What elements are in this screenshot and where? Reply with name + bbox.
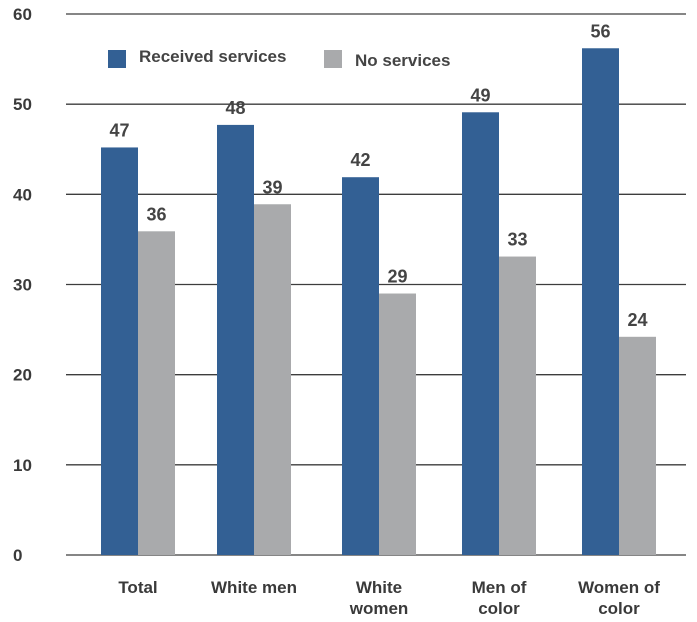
data-label: 42 [350, 150, 370, 170]
data-label: 29 [387, 267, 407, 287]
bar-received-services [217, 124, 254, 555]
bar-no-services [138, 231, 175, 555]
y-tick-label: 50 [13, 95, 32, 114]
x-category-label: Men of [472, 578, 527, 597]
x-category-label: color [478, 599, 520, 618]
data-labels: 47 48 42 49 56 36 39 29 33 24 [109, 21, 647, 330]
bars [101, 48, 656, 556]
bar-received-services [342, 177, 379, 555]
legend-swatch-no-services [324, 50, 342, 68]
data-label: 24 [627, 310, 647, 330]
bar-received-services [101, 147, 138, 556]
data-label: 33 [507, 230, 527, 250]
x-axis-labels: Total White men White women Men of color Women… [118, 578, 660, 618]
y-tick-label: 20 [13, 366, 32, 385]
y-axis-ticks: 0 10 20 30 40 50 60 [13, 5, 32, 565]
x-category-label: women [349, 599, 409, 618]
y-tick-label: 0 [13, 546, 22, 565]
data-label: 36 [146, 204, 166, 224]
bar-no-services [499, 256, 536, 555]
bar-no-services [254, 204, 291, 556]
x-category-label: White [356, 578, 402, 597]
x-category-label: color [598, 599, 640, 618]
data-label: 39 [262, 177, 282, 197]
y-tick-label: 40 [13, 185, 32, 204]
x-category-label: Total [118, 578, 157, 597]
legend-swatch-received-services [108, 50, 126, 68]
data-label: 47 [109, 120, 129, 140]
bar-received-services [462, 112, 499, 555]
x-category-label: Women of [578, 578, 660, 597]
y-tick-label: 10 [13, 456, 32, 475]
bar-no-services [619, 336, 656, 555]
x-category-label: White men [211, 578, 297, 597]
legend-label-no-services: No services [355, 51, 450, 70]
bar-received-services [582, 48, 619, 555]
y-tick-label: 30 [13, 276, 32, 295]
bar-no-services [379, 293, 416, 555]
legend: Received services No services [108, 47, 450, 70]
data-label: 56 [590, 21, 610, 41]
data-label: 49 [470, 85, 490, 105]
data-label: 48 [225, 98, 245, 118]
legend-label-received-services: Received services [139, 47, 286, 66]
y-tick-label: 60 [13, 5, 32, 24]
